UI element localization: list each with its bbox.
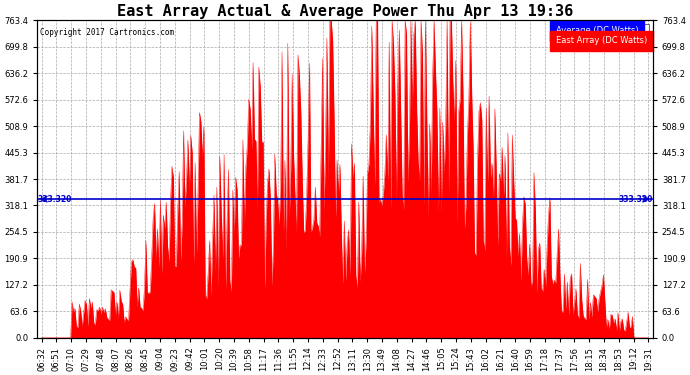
Text: 333.320: 333.320 (618, 195, 653, 204)
Title: East Array Actual & Average Power Thu Apr 13 19:36: East Array Actual & Average Power Thu Ap… (117, 4, 573, 19)
Text: Copyright 2017 Cartronics.com: Copyright 2017 Cartronics.com (40, 28, 175, 37)
Text: 333.320: 333.320 (37, 195, 72, 204)
Legend: Average (DC Watts), East Array (DC Watts): Average (DC Watts), East Array (DC Watts… (554, 24, 649, 47)
